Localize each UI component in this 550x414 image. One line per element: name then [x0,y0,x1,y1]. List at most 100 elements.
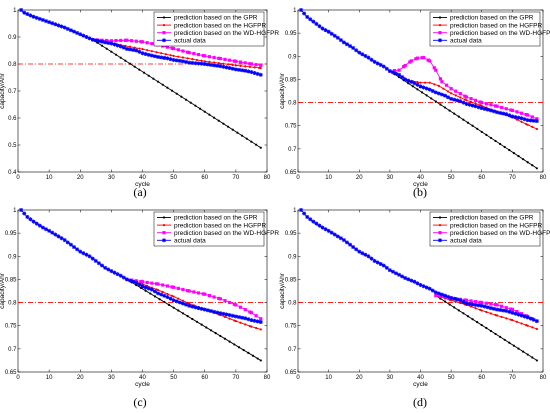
data-point [22,10,27,15]
data-point [227,66,232,71]
y-tick-label: 0.8 [8,301,17,307]
data-point [432,66,436,70]
data-point [130,39,134,43]
data-point [149,287,154,292]
data-point [510,114,515,119]
data-point [37,223,42,228]
series-actual-data [19,8,263,77]
data-point [152,54,157,59]
data-point [255,71,260,76]
data-point [190,60,195,65]
data-point [384,265,389,270]
data-point [480,104,483,107]
x-tick-label: 40 [417,175,424,181]
data-point [464,301,469,306]
data-point [421,284,426,289]
data-point [474,102,477,105]
data-point [195,320,199,323]
data-point [482,106,487,111]
data-point [258,320,263,325]
data-point [535,167,538,170]
data-point [459,96,462,99]
x-tick-label: 50 [170,375,177,381]
data-point [489,329,493,333]
data-point [196,306,201,311]
data-point [470,103,475,108]
data-point [162,216,166,219]
data-point [299,8,304,12]
legend-box [153,11,265,47]
series-prediction-based-on-the-gpr [91,38,262,149]
data-point [348,44,353,49]
y-tick-label: 0.5 [8,143,17,149]
data-point [212,55,216,60]
data-point [205,326,208,329]
data-point [161,290,164,294]
data-point [461,299,466,304]
data-point [255,319,260,324]
data-point [233,314,238,319]
data-point [100,44,104,47]
data-point [162,38,166,43]
data-point [436,91,441,96]
data-point [40,17,45,22]
data-point [162,224,166,227]
data-point [172,306,175,309]
data-point [228,340,231,343]
data-point [255,143,258,146]
data-point [317,24,322,29]
data-point [124,59,127,62]
series-actual-data [299,8,539,124]
data-point [448,303,451,306]
x-tick-label: 40 [417,375,424,381]
data-point [439,92,444,97]
data-point [162,238,166,243]
data-point [222,62,225,65]
data-point [169,54,172,57]
panel-label: (c) [133,395,146,409]
data-point [236,315,241,320]
data-point [166,86,169,89]
data-point [224,312,229,317]
data-point [443,293,447,298]
data-point [105,47,108,50]
legend-label: prediction based on the WD-HGFPR [174,30,279,37]
data-point [505,317,508,320]
data-point [248,65,251,68]
data-point [87,254,92,259]
data-point [474,300,478,304]
y-tick-label: 1 [13,8,17,14]
data-point [56,23,61,28]
data-point [150,281,154,285]
data-point [335,35,340,40]
data-point [189,101,192,104]
data-point [223,315,227,318]
data-point [455,98,460,103]
data-point [165,295,170,300]
legend-box [429,11,541,47]
data-point [134,39,138,43]
data-point [409,278,414,283]
data-point [357,249,362,254]
data-point [421,85,426,90]
x-tick-label: 40 [139,375,146,381]
data-point [208,60,211,64]
data-point [479,303,484,308]
data-point [180,301,185,306]
data-point [131,47,136,52]
data-point [22,211,27,216]
data-point [521,350,525,353]
data-point [522,117,527,122]
data-point [484,301,488,305]
data-point [205,308,210,313]
data-point [531,118,536,123]
data-point [177,297,180,300]
data-point [161,283,165,287]
data-point [191,58,194,61]
data-point [495,314,499,317]
data-point [118,273,123,278]
data-point [78,249,83,254]
data-point [531,125,534,128]
